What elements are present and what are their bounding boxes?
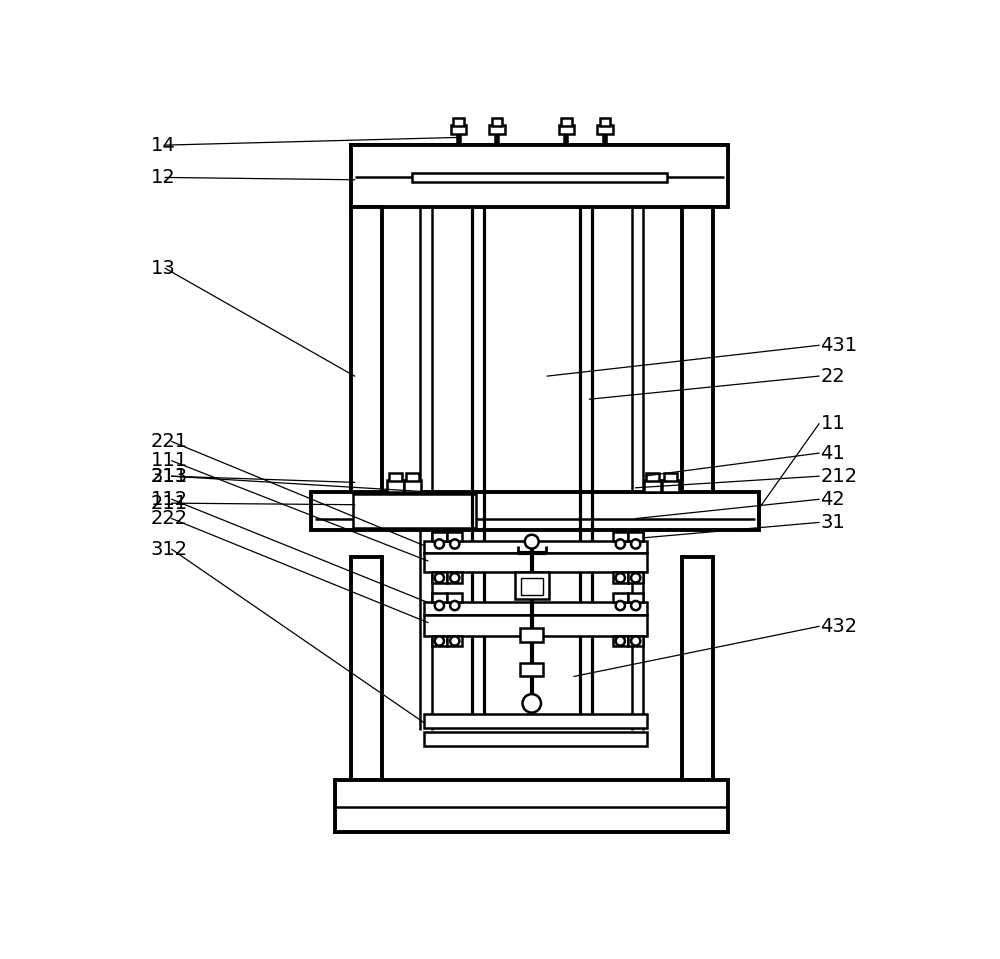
Circle shape xyxy=(523,694,541,713)
Bar xyxy=(628,636,643,646)
Circle shape xyxy=(616,637,625,645)
Text: 311: 311 xyxy=(151,467,188,485)
Bar xyxy=(432,594,447,602)
Text: 431: 431 xyxy=(820,336,858,355)
Bar xyxy=(353,494,476,527)
Bar xyxy=(492,118,502,126)
Bar xyxy=(613,531,628,541)
Bar xyxy=(424,541,647,553)
Text: 111: 111 xyxy=(151,452,188,470)
Bar xyxy=(404,480,421,492)
Text: 112: 112 xyxy=(151,490,188,509)
Bar xyxy=(559,125,574,134)
Bar xyxy=(387,480,404,492)
Bar xyxy=(389,473,402,480)
Bar xyxy=(489,125,505,134)
Bar xyxy=(424,714,647,728)
Bar xyxy=(682,207,713,496)
Bar xyxy=(447,636,462,646)
Circle shape xyxy=(450,637,459,645)
Bar xyxy=(664,473,677,480)
Bar xyxy=(628,594,643,602)
Bar xyxy=(424,602,647,615)
Bar xyxy=(447,573,462,583)
Circle shape xyxy=(631,637,640,645)
Circle shape xyxy=(616,573,625,582)
Bar xyxy=(351,557,382,781)
Bar xyxy=(520,628,543,642)
Bar xyxy=(432,636,447,646)
Bar xyxy=(432,573,447,583)
Bar xyxy=(412,173,666,182)
Circle shape xyxy=(450,539,459,549)
Text: 31: 31 xyxy=(820,513,845,532)
Bar xyxy=(644,480,661,492)
Circle shape xyxy=(450,601,459,610)
Text: 11: 11 xyxy=(820,414,845,433)
Text: 212: 212 xyxy=(820,467,858,485)
Circle shape xyxy=(631,573,640,582)
Bar xyxy=(453,118,464,126)
Text: 42: 42 xyxy=(820,490,845,509)
Circle shape xyxy=(435,573,444,582)
Bar xyxy=(515,573,549,599)
Bar xyxy=(561,118,572,126)
Text: 12: 12 xyxy=(151,168,175,187)
Text: 14: 14 xyxy=(151,135,175,154)
Text: 213: 213 xyxy=(151,467,188,485)
Circle shape xyxy=(435,637,444,645)
Bar xyxy=(424,615,647,636)
Bar xyxy=(351,207,382,496)
Bar xyxy=(521,578,543,595)
Text: 312: 312 xyxy=(151,540,188,559)
Bar xyxy=(406,473,419,480)
Bar xyxy=(613,573,628,583)
Bar xyxy=(335,781,728,832)
Circle shape xyxy=(525,535,539,549)
Bar xyxy=(451,125,466,134)
Bar xyxy=(351,145,728,152)
Bar xyxy=(628,531,643,541)
Bar xyxy=(646,473,659,480)
Bar xyxy=(424,732,647,746)
Text: 211: 211 xyxy=(151,494,188,513)
Circle shape xyxy=(631,539,640,549)
Text: 221: 221 xyxy=(151,433,188,451)
Bar xyxy=(432,531,447,541)
Text: 41: 41 xyxy=(820,444,845,462)
Circle shape xyxy=(616,539,625,549)
Circle shape xyxy=(435,601,444,610)
Bar xyxy=(351,145,728,207)
Bar xyxy=(447,594,462,602)
Circle shape xyxy=(616,601,625,610)
Text: 22: 22 xyxy=(820,366,845,386)
Bar xyxy=(424,553,647,573)
Bar xyxy=(613,594,628,602)
Circle shape xyxy=(450,573,459,582)
Bar xyxy=(613,636,628,646)
Text: 13: 13 xyxy=(151,259,175,278)
Text: 432: 432 xyxy=(820,617,858,636)
Bar xyxy=(597,125,613,134)
Bar xyxy=(600,118,610,126)
Circle shape xyxy=(435,539,444,549)
Bar xyxy=(311,492,759,530)
Bar xyxy=(447,531,462,541)
Bar xyxy=(628,573,643,583)
Circle shape xyxy=(631,601,640,610)
Bar xyxy=(662,480,679,492)
Text: 222: 222 xyxy=(151,509,188,528)
Bar xyxy=(520,663,543,676)
Bar xyxy=(682,557,713,781)
